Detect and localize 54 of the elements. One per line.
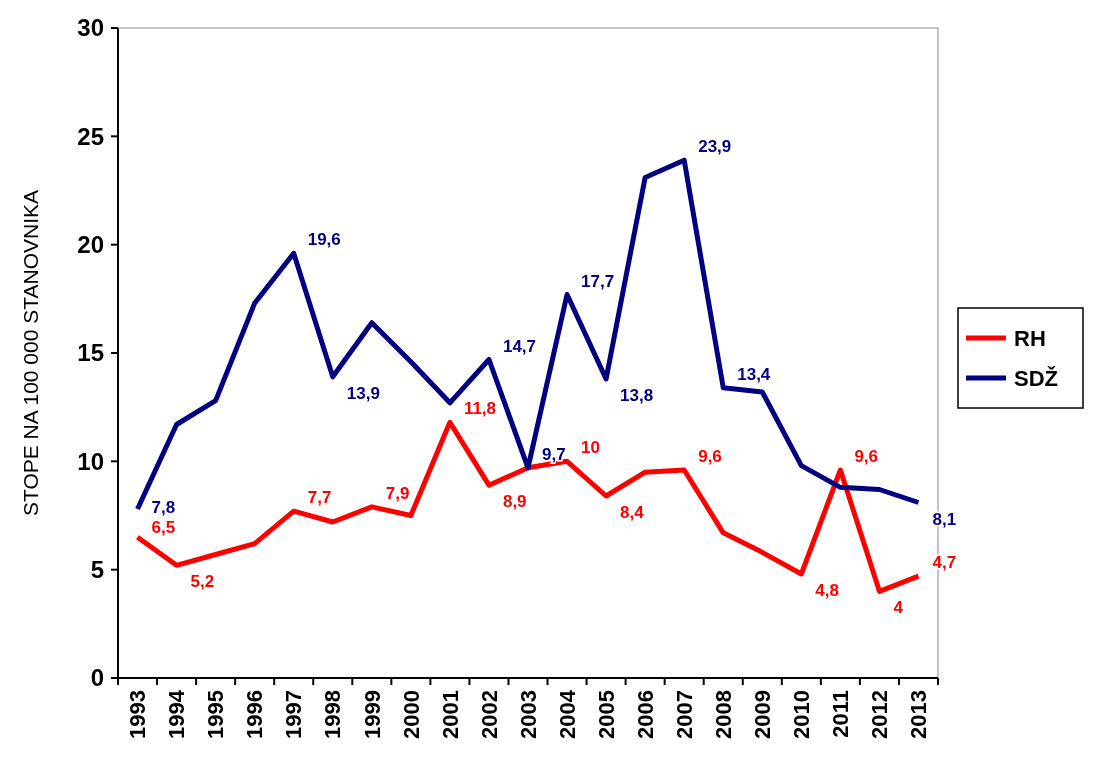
- data-label: 8,9: [502, 492, 527, 512]
- x-tick-label: 2007: [671, 690, 697, 739]
- data-label: 23,9: [698, 137, 732, 157]
- data-label: 11,8: [463, 399, 497, 419]
- data-label: 10: [581, 438, 600, 458]
- data-label: 4,7: [932, 553, 957, 573]
- y-tick-label: 25: [77, 122, 104, 150]
- data-label: 9,6: [854, 447, 879, 466]
- data-label: 13,8: [620, 386, 654, 405]
- x-tick-label: 1995: [203, 690, 229, 739]
- y-tick-label: 30: [77, 14, 104, 42]
- y-tick-label: 15: [77, 339, 104, 367]
- x-tick-label: 2000: [398, 690, 424, 739]
- data-label: 7,9: [385, 483, 410, 503]
- x-tick-label: 2002: [476, 690, 502, 739]
- x-tick-label: 2010: [789, 690, 815, 739]
- y-tick-label: 10: [77, 447, 104, 475]
- x-tick-label: 2013: [906, 690, 932, 739]
- x-tick-label: 2005: [593, 690, 619, 739]
- x-tick-label: 2012: [867, 690, 893, 739]
- data-label: 7,7: [307, 488, 332, 508]
- data-label: 6,5: [151, 518, 176, 538]
- data-label: 8,4: [620, 503, 645, 522]
- x-tick-label: 2003: [515, 690, 541, 739]
- x-tick-label: 1997: [281, 690, 307, 739]
- data-label: 9,7: [542, 444, 566, 464]
- x-tick-label: 1999: [359, 690, 385, 739]
- x-tick-label: 2004: [554, 689, 580, 739]
- data-label: 14,7: [502, 336, 537, 356]
- y-tick-label: 5: [90, 556, 104, 584]
- data-label: 5,2: [190, 572, 215, 592]
- x-tick-label: 2009: [749, 690, 775, 739]
- x-tick-label: 2011: [828, 690, 854, 738]
- x-tick-label: 2008: [710, 690, 736, 739]
- x-tick-label: 1996: [242, 690, 268, 739]
- data-label: 8,1: [932, 509, 957, 529]
- x-tick-label: 2006: [632, 690, 658, 739]
- data-label: 9,6: [698, 447, 722, 466]
- legend-label: SDŽ: [1014, 365, 1058, 391]
- y-tick-label: 0: [90, 664, 104, 692]
- data-label: 19,6: [307, 230, 341, 250]
- data-label: 4: [893, 598, 904, 618]
- data-label: 4,8: [815, 581, 839, 600]
- x-tick-label: 1994: [164, 689, 190, 739]
- y-tick-label: 20: [77, 231, 104, 259]
- y-axis-title: STOPE NA 100 000 STANOVNIKA: [19, 189, 42, 517]
- data-label: 13,4: [737, 364, 771, 384]
- x-tick-label: 2001: [437, 690, 463, 739]
- data-label: 13,9: [346, 383, 380, 403]
- legend-label: RH: [1014, 325, 1046, 351]
- x-tick-label: 1993: [125, 690, 151, 739]
- data-label: 17,7: [581, 271, 615, 291]
- data-label: 7,8: [151, 498, 176, 517]
- x-tick-label: 1998: [320, 690, 346, 739]
